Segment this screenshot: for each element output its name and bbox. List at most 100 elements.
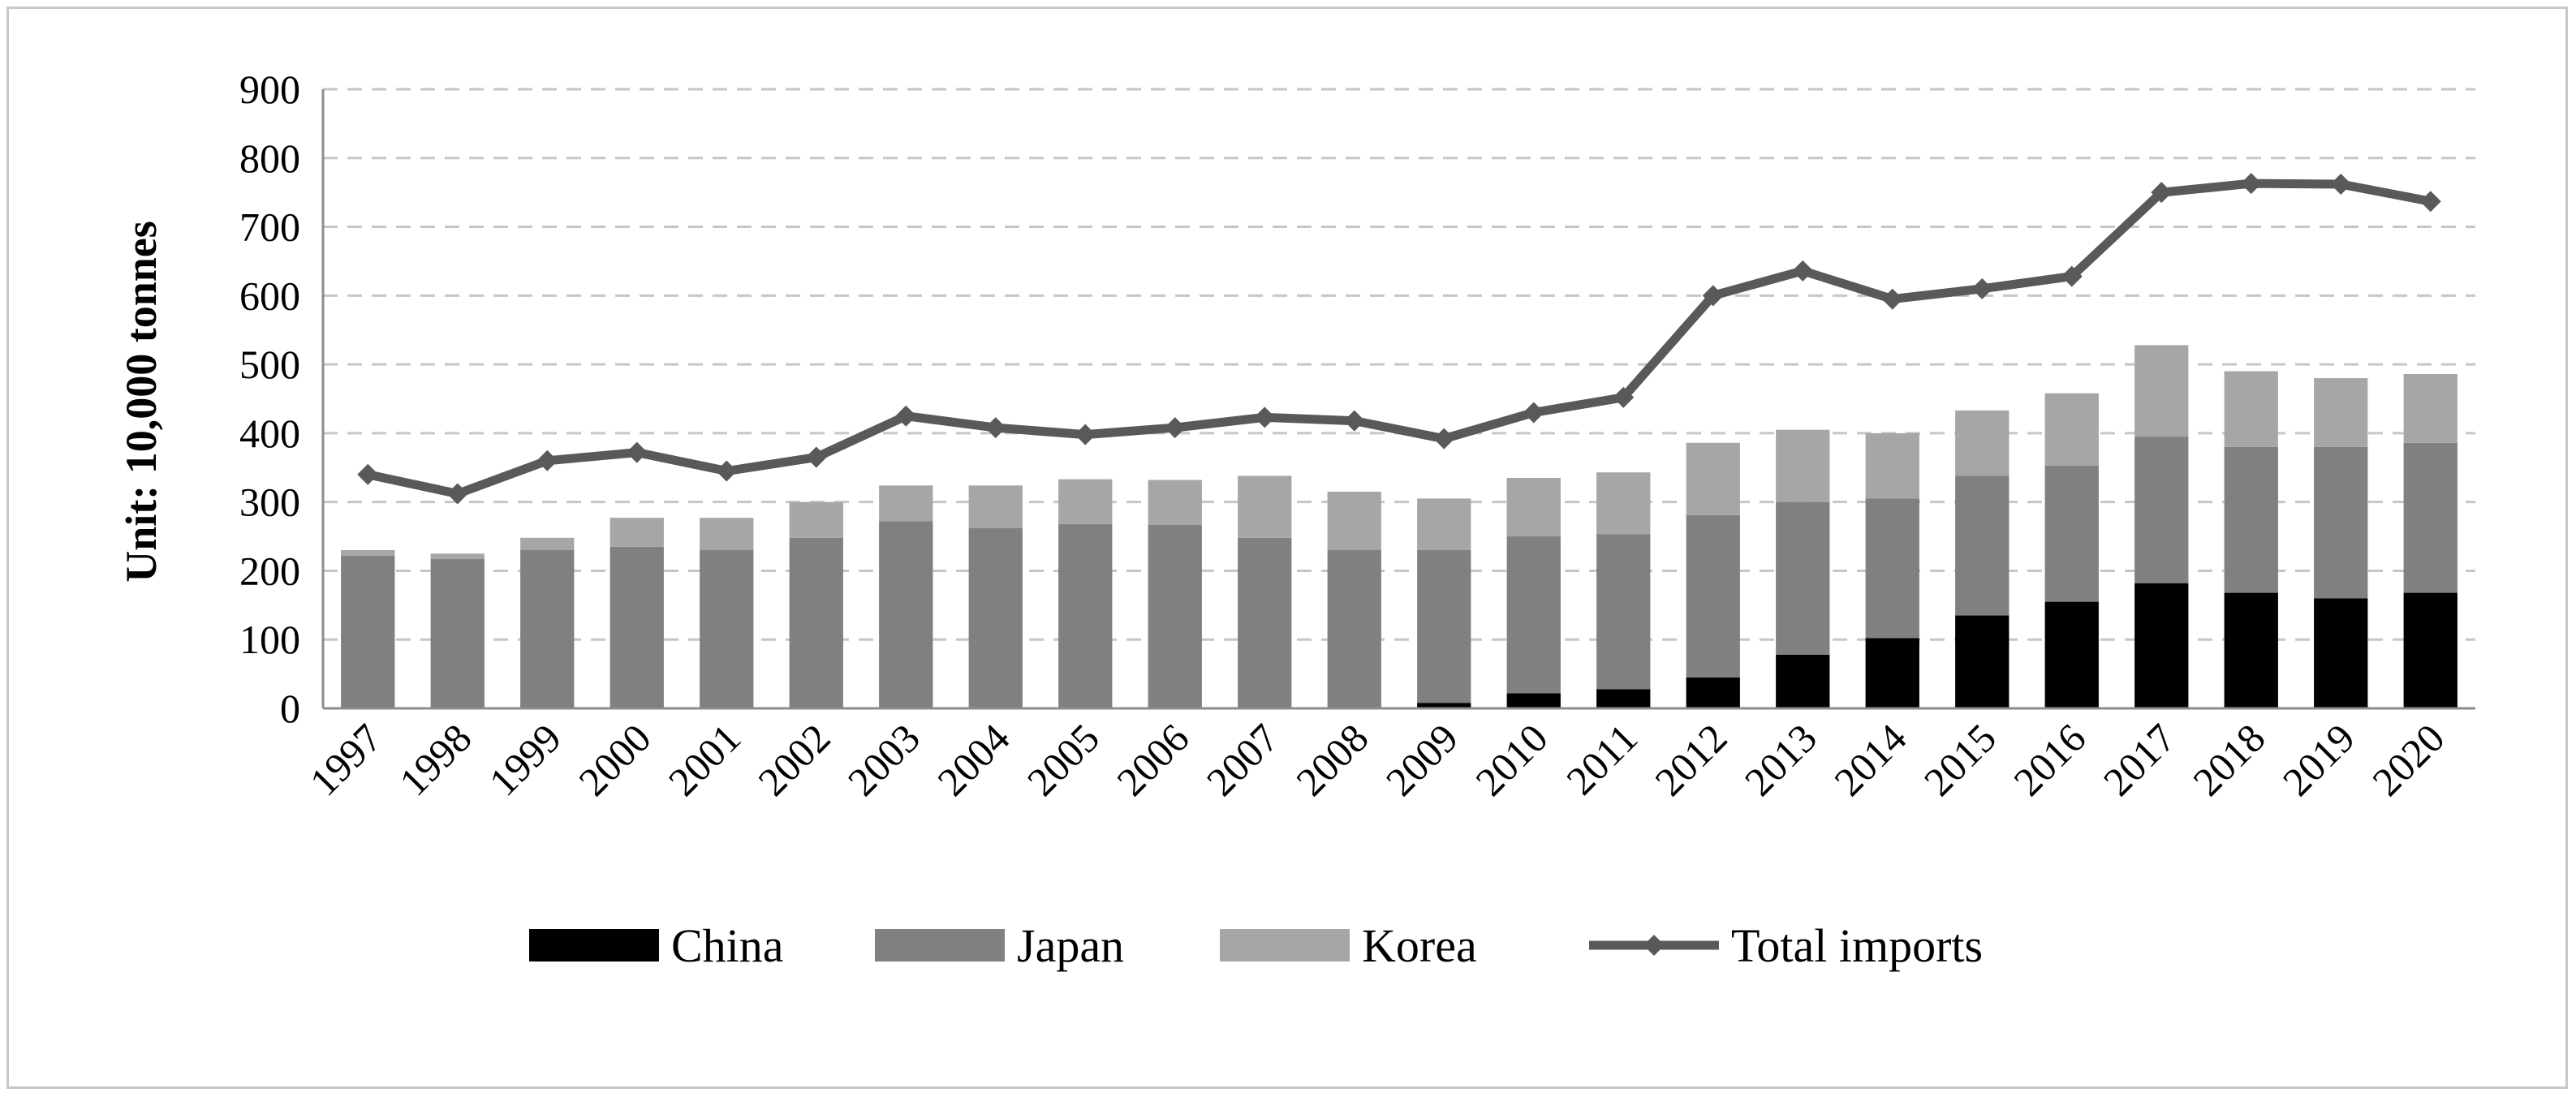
bar-china <box>2403 592 2458 708</box>
legend: China Japan Korea Total imports <box>529 919 1983 972</box>
axes: 0 100 200 300 400 500 600 700 800 900 1997 1998 1999… <box>239 67 2475 804</box>
total-imports-marker <box>2061 265 2083 287</box>
bar-japan <box>520 550 575 708</box>
bar-korea <box>1327 491 1381 551</box>
x-tick-label: 2020 <box>2363 715 2453 804</box>
x-tick-label: 2018 <box>2184 715 2273 804</box>
x-tick-label: 2013 <box>1736 715 1825 804</box>
x-tick-label: 2019 <box>2274 715 2363 804</box>
bar-china <box>1776 654 1830 708</box>
x-tick-label: 2012 <box>1646 715 1735 804</box>
bar-korea <box>1506 477 1561 537</box>
bar-korea <box>968 485 1023 528</box>
x-tick-label: 2000 <box>570 715 659 804</box>
bar-japan <box>1148 524 1202 708</box>
bar-korea <box>1238 475 1292 538</box>
bar-korea <box>1955 410 2010 476</box>
x-tick-label: 2006 <box>1108 715 1197 804</box>
x-tick-label: 2002 <box>749 715 838 804</box>
bar-japan <box>430 559 485 708</box>
bar-china <box>2314 598 2368 708</box>
bar-japan <box>968 527 1023 708</box>
total-imports-marker <box>716 460 738 482</box>
y-tick-label: 900 <box>239 67 300 112</box>
x-tick-label: 2010 <box>1467 715 1556 804</box>
x-tick-label: 2016 <box>2005 715 2094 804</box>
bar-korea <box>1596 472 1651 535</box>
total-imports-marker <box>895 405 917 427</box>
bar-japan <box>1327 550 1381 708</box>
x-tick-label: 2001 <box>660 715 749 804</box>
total-imports-marker <box>1702 285 1724 307</box>
total-imports-marker <box>1164 417 1186 439</box>
y-tick-label: 500 <box>239 342 300 387</box>
bar-china <box>2044 601 2099 708</box>
bar-china <box>2134 583 2189 708</box>
bar-japan <box>341 555 395 708</box>
total-imports-marker <box>2240 173 2262 195</box>
bar-korea <box>2044 393 2099 466</box>
legend-label-korea: Korea <box>1362 919 1477 972</box>
y-tick-label: 600 <box>239 273 300 318</box>
total-imports-marker <box>536 450 558 471</box>
bar-korea <box>2403 373 2458 443</box>
total-imports-marker <box>2151 182 2173 204</box>
total-imports-marker <box>1254 407 1276 428</box>
bar-china <box>1686 677 1740 708</box>
bar-korea <box>2224 371 2278 447</box>
bar-japan <box>1506 536 1561 694</box>
bar-korea <box>1686 442 1740 515</box>
total-imports-line-group <box>357 173 2441 505</box>
legend-swatch-korea <box>1220 929 1350 961</box>
bar-japan <box>1865 498 1919 639</box>
x-tick-label: 2003 <box>839 715 928 804</box>
bar-japan <box>879 521 933 708</box>
legend-label-japan: Japan <box>1017 919 1124 972</box>
x-tick-label: 2007 <box>1198 715 1287 804</box>
bar-china <box>1506 693 1561 708</box>
x-tick-label: 2017 <box>2095 715 2184 804</box>
total-imports-marker <box>2330 173 2352 195</box>
legend-label-china: China <box>671 919 784 972</box>
bar-japan <box>1686 514 1740 678</box>
bar-japan <box>1955 475 2010 616</box>
bar-korea <box>1776 429 1830 502</box>
total-imports-line <box>363 179 2436 498</box>
total-imports-marker <box>626 441 648 463</box>
bar-korea <box>520 537 575 551</box>
total-imports-marker <box>446 483 468 505</box>
legend-swatch-china <box>529 929 659 961</box>
x-tick-label: 2005 <box>1019 715 1108 804</box>
total-imports-marker <box>1881 288 1903 310</box>
bar-china <box>1596 689 1651 708</box>
x-tick-label: 2004 <box>928 715 1018 804</box>
x-tick-label: 1997 <box>301 715 390 804</box>
total-imports-marker <box>1075 424 1096 445</box>
total-imports-marker <box>984 417 1006 439</box>
bar-japan <box>2224 446 2278 593</box>
legend-label-total-imports: Total imports <box>1731 919 1983 972</box>
bar-korea <box>1058 479 1113 524</box>
legend-marker-total-imports <box>1643 935 1665 956</box>
bar-japan <box>1596 534 1651 690</box>
bar-japan <box>1238 537 1292 708</box>
legend-swatch-japan <box>875 929 1005 961</box>
bar-korea <box>789 501 843 538</box>
x-tick-label: 2011 <box>1557 715 1646 803</box>
bar-japan <box>2134 437 2189 583</box>
bar-china <box>1955 615 2010 708</box>
total-imports-marker <box>1523 402 1544 424</box>
y-tick-label: 800 <box>239 136 300 181</box>
bar-japan <box>2044 465 2099 602</box>
bar-korea <box>430 553 485 560</box>
y-tick-label: 300 <box>239 480 300 525</box>
total-imports-marker <box>1343 410 1365 432</box>
y-tick-label: 200 <box>239 548 300 593</box>
total-imports-marker <box>1433 428 1455 450</box>
total-imports-marker <box>1971 277 1993 299</box>
total-imports-marker <box>1792 260 1814 282</box>
bar-korea <box>879 485 933 522</box>
y-tick-label: 0 <box>280 686 300 731</box>
bar-japan <box>789 537 843 708</box>
